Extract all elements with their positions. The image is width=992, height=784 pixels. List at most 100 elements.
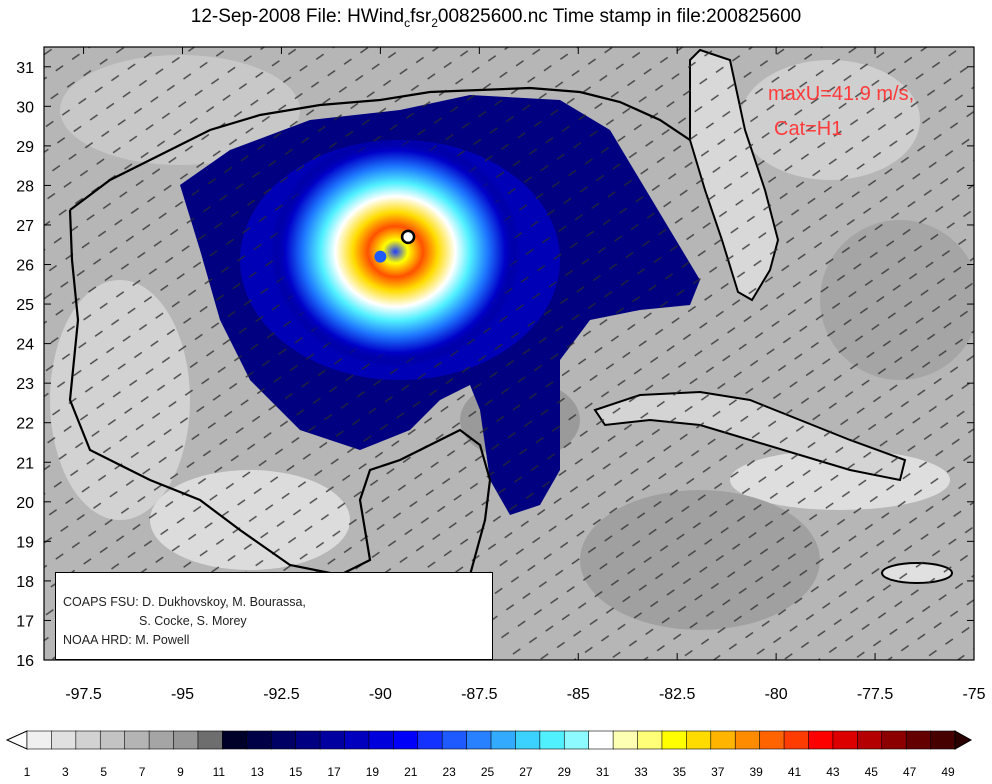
colorbar-swatch xyxy=(197,730,224,750)
colorbar-swatch xyxy=(710,730,737,750)
colorbar-swatch xyxy=(905,730,932,750)
colorbar-swatch xyxy=(661,730,688,750)
colorbar-swatch xyxy=(246,730,273,750)
x-tick-label: -80 xyxy=(765,686,788,703)
colorbar-label: 35 xyxy=(673,765,687,779)
credits-line: S. Cocke, S. Morey xyxy=(139,614,247,628)
colorbar-label: 15 xyxy=(289,765,303,779)
colorbar-swatch xyxy=(270,730,297,750)
y-tick-label: 19 xyxy=(16,534,34,551)
colorbar-swatch xyxy=(295,730,321,750)
colorbar-label: 43 xyxy=(826,765,840,779)
colorbar-label: 13 xyxy=(251,765,265,779)
colorbar-swatch xyxy=(612,730,639,750)
y-tick-label: 30 xyxy=(16,99,34,116)
storm-wind-field xyxy=(270,136,521,367)
max-wind-annotation: maxU=41.9 m/s, xyxy=(768,83,914,105)
colorbar: 1 3 5 7 9 11 13 15 17 19 21 23 25 27 29 31 33 35 37 39 41 43 4… xyxy=(5,730,973,779)
colorbar-label: 23 xyxy=(442,765,456,779)
colorbar-swatch xyxy=(783,730,810,750)
x-tick-label: -87.5 xyxy=(461,686,498,703)
colorbar-swatch xyxy=(759,730,785,750)
y-axis: 16 17 18 19 20 21 22 23 24 25 26 27 28 29 30 31 xyxy=(16,60,974,670)
plot-area xyxy=(44,47,974,660)
colorbar-label: 21 xyxy=(404,765,418,779)
colorbar-label: 7 xyxy=(139,765,146,779)
colorbar-swatch xyxy=(344,730,370,750)
y-tick-label: 25 xyxy=(16,297,34,314)
colorbar-swatch xyxy=(441,730,468,750)
credits-line: COAPS FSU: D. Dukhovskoy, M. Bourassa, xyxy=(63,595,306,609)
colorbar-swatch xyxy=(515,730,541,750)
x-tick-label: -82.5 xyxy=(659,686,696,703)
colorbar-swatch xyxy=(51,730,77,750)
colorbar-label: 27 xyxy=(519,765,533,779)
colorbar-label: 37 xyxy=(711,765,725,779)
colorbar-swatch xyxy=(222,730,248,750)
x-tick-label: -77.5 xyxy=(857,686,894,703)
colorbar-swatch xyxy=(832,730,859,750)
colorbar-label: 11 xyxy=(213,765,226,779)
colorbar-label: 49 xyxy=(941,765,955,779)
colorbar-label: 25 xyxy=(481,765,495,779)
colorbar-swatch xyxy=(124,730,150,750)
colorbar-swatch xyxy=(368,730,395,750)
colorbar-label: 33 xyxy=(634,765,648,779)
plot-frame xyxy=(43,46,975,661)
colorbar-swatch xyxy=(637,730,663,750)
colorbar-swatch xyxy=(393,730,419,750)
colorbar-swatch xyxy=(148,730,175,750)
y-tick-label: 24 xyxy=(16,337,34,354)
colorbar-label: 29 xyxy=(558,765,572,779)
y-tick-label: 31 xyxy=(16,60,34,77)
colorbar-swatch xyxy=(930,730,956,750)
y-tick-label: 23 xyxy=(16,376,34,393)
colorbar-swatch xyxy=(686,730,712,750)
colorbar-swatch xyxy=(99,730,126,750)
colorbar-swatch xyxy=(75,730,102,750)
colorbar-swatch xyxy=(857,730,883,750)
colorbar-swatch xyxy=(417,730,443,750)
credits-line: NOAA HRD: M. Powell xyxy=(63,633,190,647)
y-tick-label: 22 xyxy=(16,416,34,433)
colorbar-swatch xyxy=(539,730,566,750)
storm-eye xyxy=(374,250,387,263)
y-tick-label: 16 xyxy=(16,653,34,670)
colorbar-label: 31 xyxy=(596,765,610,779)
colorbar-swatch xyxy=(319,730,346,750)
category-annotation: Cat=H1 xyxy=(774,118,842,140)
colorbar-label: 9 xyxy=(177,765,184,779)
colorbar-swatch xyxy=(490,730,517,750)
y-tick-label: 27 xyxy=(16,218,34,235)
colorbar-label: 47 xyxy=(903,765,917,779)
colorbar-max-arrow xyxy=(954,730,973,750)
y-tick-label: 20 xyxy=(16,495,34,512)
colorbar-swatch xyxy=(466,730,492,750)
colorbar-swatch xyxy=(881,730,907,750)
colorbar-swatch xyxy=(26,730,53,750)
x-axis: -97.5 -95 -92.5 -90 -87.5 -85 -82.5 -80 -77.5 -75 xyxy=(65,47,986,703)
gulf-coastline xyxy=(68,86,691,641)
colorbar-label: 3 xyxy=(62,765,69,779)
figure-title: 12-Sep-2008 File: HWindcfsr200825600.nc … xyxy=(190,6,802,30)
x-tick-label: -85 xyxy=(567,686,590,703)
y-tick-label: 18 xyxy=(16,574,34,591)
wind-vector-overlay xyxy=(44,47,974,660)
colorbar-label: 19 xyxy=(366,765,380,779)
x-tick-label: -90 xyxy=(369,686,392,703)
colorbar-label: 17 xyxy=(327,765,341,779)
colorbar-label: 39 xyxy=(749,765,763,779)
colorbar-label: 5 xyxy=(100,765,107,779)
colorbar-swatch xyxy=(808,730,834,750)
colorbar-label: 45 xyxy=(865,765,879,779)
colorbar-swatch xyxy=(563,730,590,750)
colorbar-swatch xyxy=(588,730,614,750)
y-tick-label: 21 xyxy=(16,455,34,472)
colorbar-swatch xyxy=(734,730,761,750)
y-tick-label: 29 xyxy=(16,139,34,156)
y-tick-label: 26 xyxy=(16,258,34,275)
colorbar-swatch xyxy=(173,730,199,750)
storm-position-marker xyxy=(400,229,416,245)
x-tick-label: -97.5 xyxy=(65,686,102,703)
